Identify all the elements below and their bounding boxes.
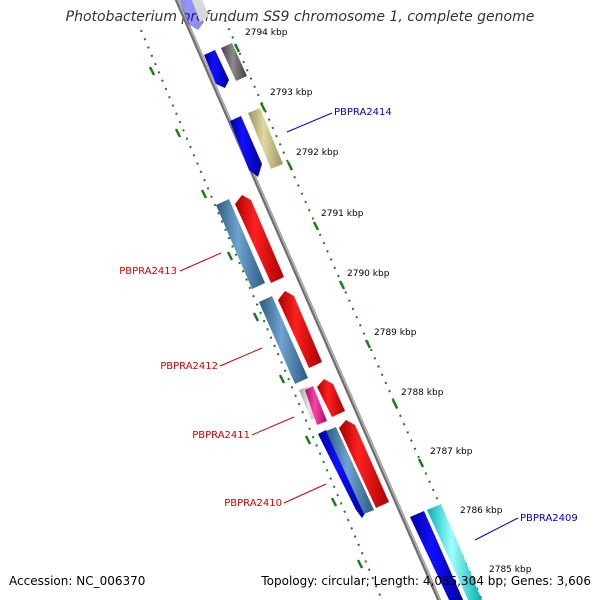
gene-feature-blue-2410[interactable] (318, 430, 366, 518)
gene-feature-red-2410[interactable] (339, 420, 389, 508)
gene-feature-khaki[interactable] (248, 108, 283, 169)
gene-feature-blue[interactable] (204, 50, 229, 88)
label-leader-line (251, 416, 295, 436)
label-leader-line (179, 252, 222, 272)
gene-feature-cyan[interactable] (427, 504, 482, 600)
tick-label: 2787 kbp (430, 447, 473, 457)
gene-label-pbpra2413[interactable]: PBPRA2413 (119, 266, 177, 277)
gene-feature-blue-2409[interactable] (410, 511, 464, 600)
gene-feature-magenta[interactable] (305, 386, 327, 425)
tick-label: 2790 kbp (347, 269, 390, 279)
gene-feature-gray[interactable] (221, 43, 247, 81)
label-leader-line (286, 112, 333, 133)
gene-feature-red-2413[interactable] (235, 195, 284, 283)
label-leader-line (474, 517, 519, 541)
gene-label-pbpra2410[interactable]: PBPRA2410 (224, 498, 282, 509)
tick-label: 2794 kbp (245, 28, 288, 38)
tick-label: 2793 kbp (270, 88, 313, 98)
inner-tick-marks (148, 66, 364, 569)
label-leader-line (219, 347, 263, 367)
tick-label: 2789 kbp (374, 328, 417, 338)
accession-text: Accession: NC_006370 (9, 574, 146, 588)
gene-label-pbpra2411[interactable]: PBPRA2411 (192, 430, 250, 441)
gene-feature-steelblue-3[interactable] (326, 427, 374, 514)
gene-label-pbpra2409[interactable]: PBPRA2409 (520, 513, 578, 524)
gene-feature-top-gray[interactable] (190, 0, 209, 22)
gene-feature-steelblue[interactable] (216, 199, 265, 289)
gene-feature-red-2411[interactable] (317, 379, 345, 417)
gene-feature-red-2412[interactable] (278, 291, 322, 368)
tick-label: 2786 kbp (460, 506, 503, 516)
gene-label-pbpra2414[interactable]: PBPRA2414 (334, 107, 392, 118)
gene-feature-blue-2414[interactable] (230, 116, 262, 177)
tick-label: 2791 kbp (321, 209, 364, 219)
gene-label-pbpra2412[interactable]: PBPRA2412 (160, 361, 218, 372)
gene-feature-top-blue[interactable] (178, 0, 204, 30)
genome-summary-text: Topology: circular; Length: 4,085,304 bp… (261, 574, 591, 588)
label-leader-line (283, 483, 327, 504)
tick-label: 2788 kbp (401, 388, 444, 398)
gene-feature-steelblue-2[interactable] (259, 296, 308, 384)
tick-label: 2785 kbp (489, 565, 532, 575)
chromosome-backbone (174, 0, 442, 600)
tick-label: 2792 kbp (296, 148, 339, 158)
